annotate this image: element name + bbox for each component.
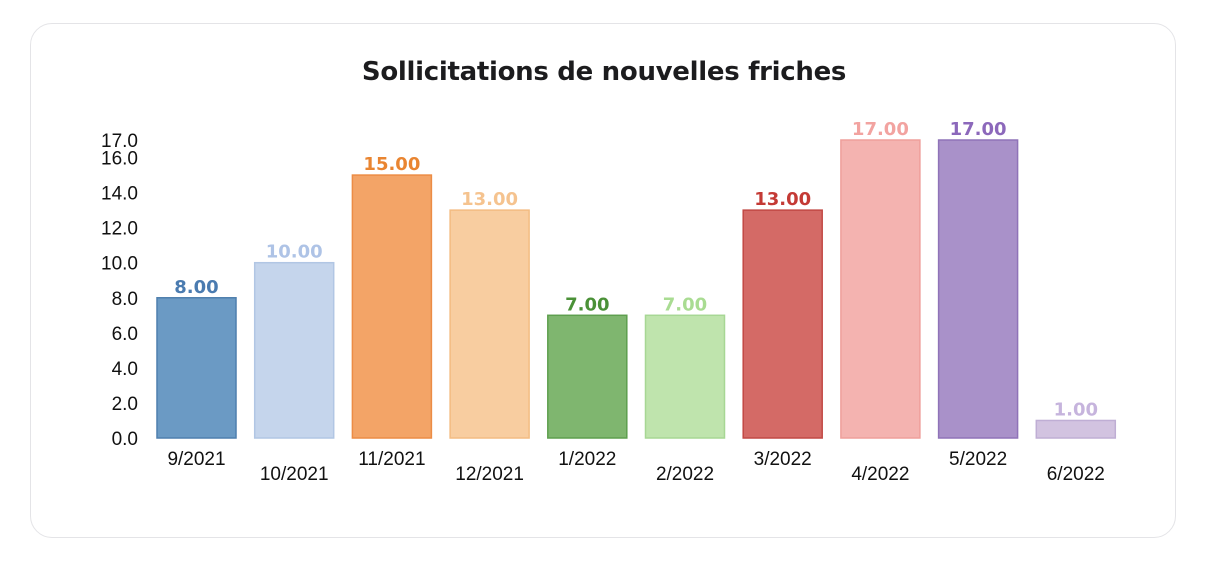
bar-value-label: 8.00 bbox=[174, 277, 218, 298]
bar bbox=[937, 139, 1019, 439]
x-tick-label: 10/2021 bbox=[260, 464, 329, 485]
bar bbox=[840, 139, 921, 439]
x-tick-label: 2/2022 bbox=[656, 464, 714, 485]
y-tick-label: 6.0 bbox=[112, 324, 138, 345]
bar bbox=[1035, 419, 1117, 439]
chart-title: Sollicitations de nouvelles friches bbox=[361, 57, 847, 87]
x-tick-label: 9/2021 bbox=[167, 449, 225, 470]
bar bbox=[742, 209, 823, 439]
y-tick-label: 2.0 bbox=[112, 394, 138, 415]
x-tick-label: 6/2022 bbox=[1047, 464, 1105, 485]
x-axis: 9/2021 10/2021 11/2021 12/2021 1/2022 2/2022 3… bbox=[167, 449, 1104, 485]
bar bbox=[547, 314, 628, 439]
x-tick-label: 3/2022 bbox=[754, 449, 812, 470]
x-tick-label: 5/2022 bbox=[949, 449, 1007, 470]
bar-value-label: 7.00 bbox=[663, 294, 707, 315]
y-tick-label: 10.0 bbox=[101, 254, 138, 275]
bar-value-label: 13.00 bbox=[754, 189, 811, 210]
y-tick-label: 16.0 bbox=[101, 149, 138, 170]
y-tick-label: 8.0 bbox=[112, 289, 138, 310]
bar bbox=[644, 314, 726, 439]
x-tick-label: 1/2022 bbox=[558, 449, 616, 470]
bar bbox=[253, 261, 335, 439]
bar bbox=[351, 174, 433, 439]
bar-value-label: 7.00 bbox=[565, 294, 609, 315]
bar-value-label: 10.00 bbox=[266, 242, 323, 263]
y-tick-label: 17.0 bbox=[101, 131, 138, 152]
value-labels: 8.00 10.00 15.00 13.00 7.00 7.00 13.00 17.00 17.… bbox=[174, 119, 1098, 420]
bar-value-label: 17.00 bbox=[852, 119, 909, 140]
bar-value-label: 15.00 bbox=[363, 154, 420, 175]
x-tick-label: 4/2022 bbox=[851, 464, 909, 485]
y-axis: 0.0 2.0 4.0 6.0 8.0 10.0 12.0 14.0 16.017.0 bbox=[101, 131, 138, 450]
bars bbox=[156, 139, 1117, 439]
y-tick-label: 4.0 bbox=[112, 359, 138, 380]
y-tick-label: 12.0 bbox=[101, 219, 138, 240]
x-tick-label: 12/2021 bbox=[455, 464, 524, 485]
bar bbox=[449, 209, 530, 439]
bar-value-label: 17.00 bbox=[950, 119, 1007, 140]
bar-value-label: 1.00 bbox=[1054, 399, 1098, 420]
bar-value-label: 13.00 bbox=[461, 189, 518, 210]
y-tick-label: 14.0 bbox=[101, 184, 138, 205]
bar bbox=[156, 297, 237, 439]
y-tick-label: 0.0 bbox=[112, 429, 138, 450]
x-tick-label: 11/2021 bbox=[358, 449, 425, 470]
